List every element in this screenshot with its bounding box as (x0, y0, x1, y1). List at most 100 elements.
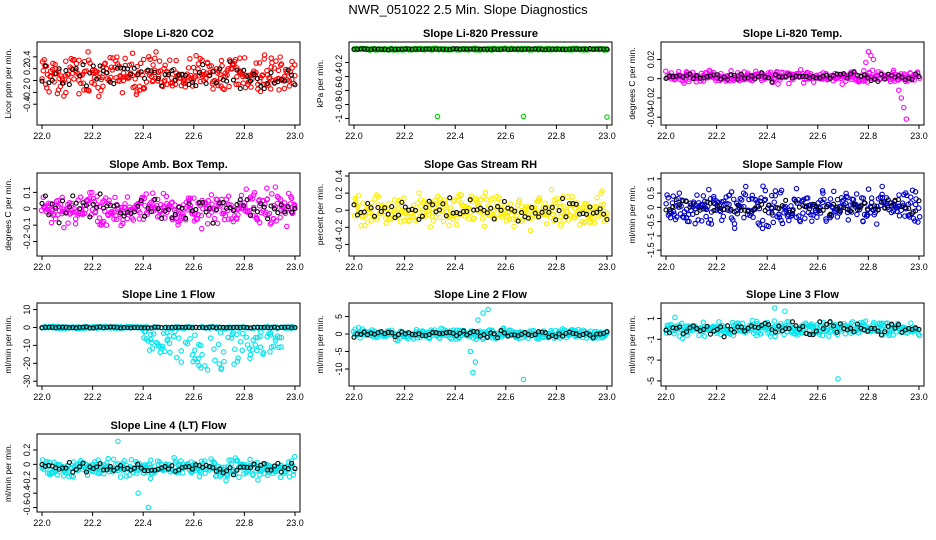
data-point (47, 201, 54, 207)
x-tick-label: 22.0 (33, 262, 51, 272)
data-point (446, 222, 452, 229)
reference-point (148, 209, 154, 215)
reference-point (450, 46, 456, 52)
data-point (676, 190, 683, 196)
reference-point (90, 63, 96, 69)
reference-point (786, 72, 792, 78)
reference-point (183, 72, 189, 78)
y-axis-label: degrees C per min. (627, 47, 637, 119)
data-point (148, 457, 154, 463)
figure-title: NWR_051022 2.5 Min. Slope Diagnostics (348, 2, 588, 17)
data-point (406, 218, 413, 225)
data-point (96, 93, 102, 100)
reference-point (46, 212, 52, 218)
reference-point (813, 75, 819, 81)
y-tick-label: 0 (22, 206, 32, 211)
reference-point (172, 77, 178, 83)
data-point (103, 222, 110, 228)
reference-point (882, 76, 888, 82)
y-tick-label: -0.4 (22, 485, 32, 501)
data-point (192, 332, 198, 338)
data-point (696, 332, 702, 339)
reference-point (186, 201, 192, 207)
data-point (62, 58, 69, 64)
data-point (271, 65, 278, 71)
data-point (189, 352, 196, 358)
data-point (228, 202, 234, 208)
data-point (162, 348, 168, 355)
data-point (261, 52, 268, 58)
reference-point (707, 331, 713, 337)
data-point (99, 74, 105, 81)
data-point (564, 193, 571, 200)
data-point (252, 342, 258, 348)
reference-point (539, 46, 545, 52)
data-point (217, 330, 224, 336)
y-tick-label: -0.6 (334, 83, 344, 99)
data-point (215, 341, 222, 348)
data-point (145, 504, 152, 511)
data-point (203, 75, 209, 82)
reference-point (118, 65, 124, 71)
data-point (222, 212, 229, 219)
x-tick-label: 22.2 (84, 262, 102, 272)
y-tick-label: 1 (646, 176, 656, 181)
reference-point (742, 75, 748, 81)
data-point (416, 190, 422, 196)
data-point (187, 336, 193, 342)
data-point (908, 320, 914, 326)
data-point (226, 83, 232, 90)
data-point (870, 56, 877, 63)
data-point (800, 210, 806, 216)
reference-point (94, 76, 100, 82)
reference-point (63, 210, 69, 216)
data-point (225, 216, 232, 222)
data-point (253, 60, 259, 66)
reference-point (261, 86, 267, 92)
reference-point (77, 73, 83, 79)
reference-point (690, 75, 696, 82)
y-axis-label: ml/min per min. (3, 315, 13, 373)
x-tick-label: 22.4 (134, 392, 152, 402)
data-point (782, 308, 788, 314)
x-tick-label: 23.0 (286, 518, 304, 528)
data-point (234, 65, 240, 71)
data-point (199, 351, 205, 358)
reference-point (213, 207, 219, 213)
data-point (453, 222, 460, 228)
data-point (860, 68, 867, 74)
data-point (251, 189, 258, 196)
y-tick-label: 0.4 (22, 51, 32, 64)
data-point (839, 81, 845, 87)
data-point (243, 186, 250, 192)
reference-point (844, 75, 850, 81)
data-point (195, 211, 201, 218)
data-point (548, 186, 555, 193)
x-tick-label: 22.0 (345, 262, 363, 272)
data-point (85, 57, 92, 63)
data-point (173, 57, 179, 64)
data-point (79, 210, 86, 216)
y-tick-label: 0 (22, 462, 32, 467)
reference-point (525, 46, 531, 52)
data-point (118, 207, 124, 214)
data-point (91, 198, 98, 205)
data-point (207, 335, 214, 341)
data-point (41, 56, 47, 63)
reference-point (152, 196, 158, 202)
reference-point (515, 46, 521, 52)
y-axis-label: Licor ppm per min. (3, 48, 13, 118)
data-point (843, 78, 849, 84)
data-point (235, 212, 241, 218)
x-tick-label: 23.0 (598, 392, 616, 402)
data-point (166, 340, 173, 347)
y-tick-label: 0 (646, 205, 656, 210)
data-point (120, 77, 127, 84)
reference-point (495, 46, 501, 53)
reference-point (193, 206, 199, 213)
reference-point (457, 46, 463, 52)
reference-point (111, 81, 117, 87)
data-point (760, 183, 766, 189)
reference-point (899, 74, 905, 80)
reference-point (436, 46, 443, 52)
